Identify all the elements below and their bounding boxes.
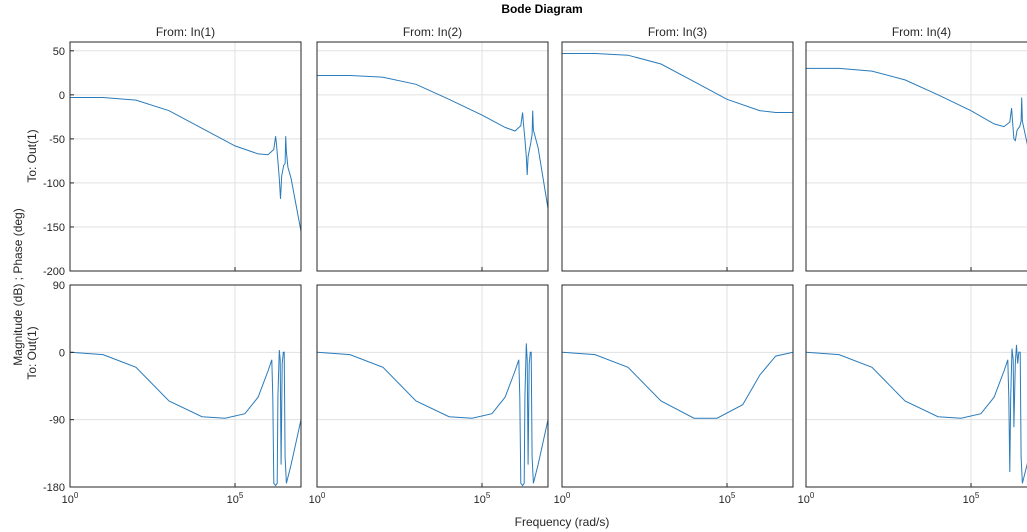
y-tick-label: 0 xyxy=(59,90,65,102)
column-title-2: From: In(2) xyxy=(403,25,462,39)
magnitude-axes-2 xyxy=(316,41,549,272)
y-tick-label: -180 xyxy=(43,482,65,494)
phase-axes-4: 100 105 xyxy=(798,284,1027,506)
axes-frame xyxy=(561,284,794,488)
axes-frame xyxy=(316,284,549,488)
outer-y-label: Magnitude (dB) ; Phase (deg) xyxy=(11,208,25,365)
axes-frame xyxy=(69,284,302,488)
x-tick-label: 105 xyxy=(963,491,980,506)
y-tick-label: 0 xyxy=(59,347,65,359)
phase-axes-2: 100 105 xyxy=(309,284,549,506)
phase-line-in1 xyxy=(69,350,302,487)
y-tick-label: -90 xyxy=(49,415,65,427)
axes-frame xyxy=(69,41,302,272)
subplot-grid: From: In(1)500-50-100-150-200900-90-1801… xyxy=(43,25,1027,506)
x-tick-label: 105 xyxy=(227,491,244,506)
y-tick-label: -150 xyxy=(43,222,65,234)
x-tick-label: 100 xyxy=(554,491,571,506)
magnitude-axes-3 xyxy=(561,41,794,272)
magnitude-line-in4 xyxy=(806,67,1027,146)
x-tick-label: 100 xyxy=(798,491,815,506)
magnitude-axes-4 xyxy=(805,41,1027,272)
magnitude-line-in1 xyxy=(70,97,302,232)
x-axis-label: Frequency (rad/s) xyxy=(515,515,610,529)
row-label-phase: To: Out(1) xyxy=(25,326,39,379)
y-tick-label: 50 xyxy=(53,46,65,58)
figure-title: Bode Diagram xyxy=(501,2,582,16)
x-tick-label: 105 xyxy=(474,491,491,506)
phase-axes-3: 100 105 xyxy=(554,284,794,506)
y-tick-label: -200 xyxy=(43,266,65,278)
row-label-magnitude: To: Out(1) xyxy=(25,129,39,182)
y-tick-label: -100 xyxy=(43,178,65,190)
y-tick-label: -50 xyxy=(49,134,65,146)
column-title-4: From: In(4) xyxy=(892,25,951,39)
axes-frame xyxy=(561,41,794,272)
phase-line-in4 xyxy=(805,344,1027,484)
x-tick-label: 105 xyxy=(719,491,736,506)
axes-frame xyxy=(805,284,1027,488)
axes-frame xyxy=(805,41,1027,272)
phase-line-in2 xyxy=(316,343,549,487)
magnitude-line-in2 xyxy=(317,75,549,209)
x-tick-label: 100 xyxy=(309,491,326,506)
magnitude-line-in3 xyxy=(562,53,793,113)
column-title-1: From: In(1) xyxy=(156,25,215,39)
column-title-3: From: In(3) xyxy=(648,25,707,39)
magnitude-axes-1: 50 0 -50 -100 -150 -200 xyxy=(43,41,302,278)
axes-frame xyxy=(316,41,549,272)
phase-line-in3 xyxy=(561,351,794,419)
x-tick-label: 100 xyxy=(62,491,79,506)
y-tick-label: 90 xyxy=(53,280,65,292)
